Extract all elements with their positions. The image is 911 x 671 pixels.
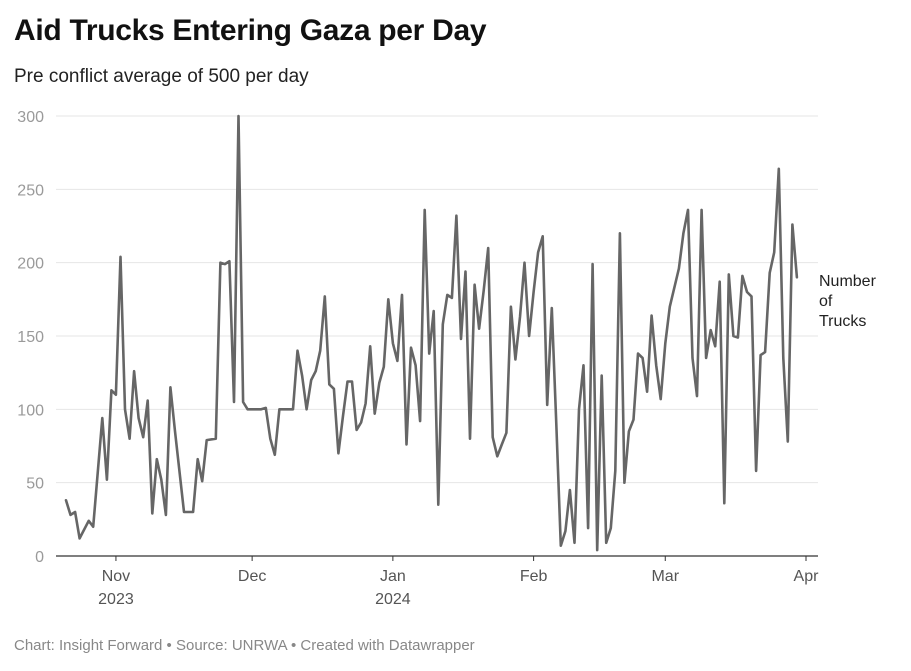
chart-title: Aid Trucks Entering Gaza per Day — [14, 14, 487, 47]
y-tick-label: 200 — [17, 256, 44, 273]
x-tick-year-label: 2024 — [375, 591, 411, 608]
chart-subtitle: Pre conflict average of 500 per day — [14, 66, 309, 87]
y-tick-label: 250 — [17, 182, 44, 199]
y-tick-label: 150 — [17, 329, 44, 346]
x-tick-label: Feb — [520, 568, 548, 585]
x-tick-label: Apr — [794, 568, 820, 585]
y-tick-label: 300 — [17, 109, 44, 126]
series-label: Number — [819, 273, 877, 290]
chart-footer: Chart: Insight Forward • Source: UNRWA •… — [14, 637, 475, 654]
x-tick-label: Nov — [102, 568, 130, 585]
y-tick-label: 0 — [35, 549, 44, 566]
series-label: Trucks — [819, 313, 866, 330]
y-tick-label: 50 — [26, 476, 44, 493]
x-tick-label: Mar — [651, 568, 679, 585]
series-label: of — [819, 293, 833, 310]
series-line — [64, 114, 799, 552]
x-tick-label: Jan — [380, 568, 406, 585]
x-tick-label: Dec — [238, 568, 266, 585]
x-tick-year-label: 2023 — [98, 591, 134, 608]
y-tick-label: 100 — [17, 402, 44, 419]
